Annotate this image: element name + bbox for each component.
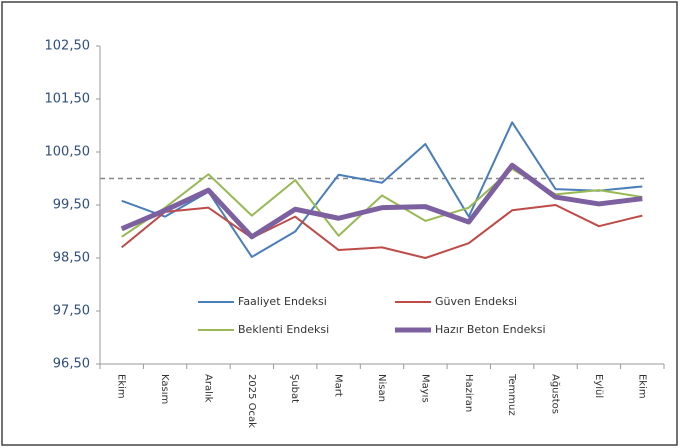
x-tick-label: Ağustos bbox=[550, 374, 562, 414]
y-tick-label: 100,50 bbox=[45, 145, 91, 160]
x-tick-label: Temmuz bbox=[506, 373, 517, 416]
x-tick-label: Ekim bbox=[116, 374, 127, 399]
y-tick-label: 99,50 bbox=[53, 198, 90, 213]
x-tick-label: Haziran bbox=[463, 374, 474, 412]
legend-label: Beklenti Endeksi bbox=[238, 323, 329, 336]
legend-label: Faaliyet Endeksi bbox=[238, 295, 327, 308]
x-tick-label: Kasım bbox=[159, 374, 170, 404]
x-tick-label: Aralık bbox=[202, 374, 213, 403]
series-line bbox=[121, 204, 643, 259]
x-tick-label: Şubat bbox=[289, 374, 300, 403]
x-tick-label: Mart bbox=[333, 374, 344, 397]
legend-label: Güven Endeksi bbox=[435, 295, 517, 308]
x-tick-label: Eylül bbox=[593, 374, 604, 398]
y-tick-label: 97,50 bbox=[53, 304, 90, 319]
y-tick-label: 102,50 bbox=[45, 39, 91, 54]
x-tick-label: Mayıs bbox=[419, 374, 430, 403]
y-tick-label: 101,50 bbox=[45, 92, 91, 107]
series-line bbox=[120, 162, 643, 240]
x-tick-label: 2025 Ocak bbox=[246, 374, 257, 428]
y-tick-label: 98,50 bbox=[53, 251, 90, 266]
x-tick-label: Nisan bbox=[376, 374, 387, 402]
x-tick-label: Ekim bbox=[636, 374, 647, 399]
y-tick-label: 96,50 bbox=[53, 357, 90, 372]
legend-label: Hazır Beton Endeksi bbox=[435, 323, 546, 336]
